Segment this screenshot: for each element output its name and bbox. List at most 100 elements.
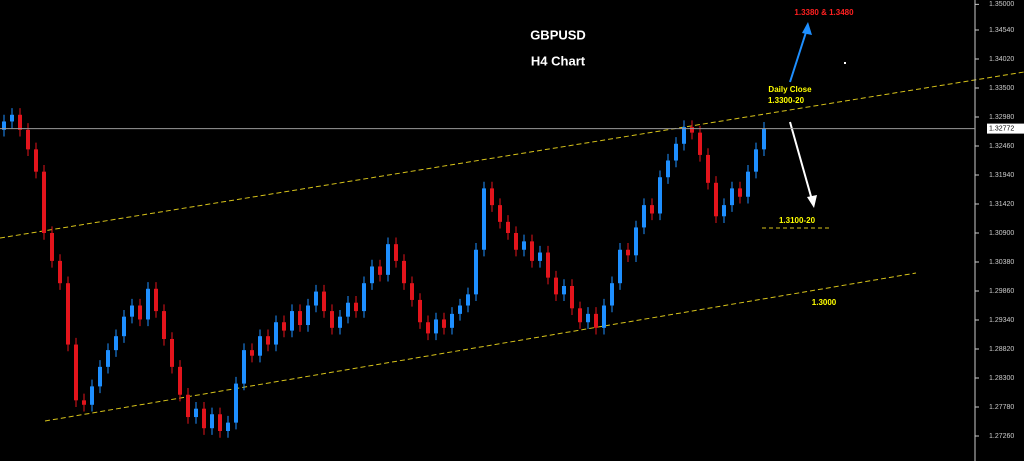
candle-body	[754, 149, 758, 172]
candle-body	[370, 266, 374, 284]
candle-body	[250, 350, 254, 356]
annotation: 1.3300-20	[768, 96, 805, 105]
y-tick-label: 1.29340	[989, 317, 1014, 324]
annotation: 1.3100-20	[779, 216, 816, 225]
candle-body	[122, 316, 126, 337]
chart-subtitle: H4 Chart	[531, 53, 586, 68]
candle-body	[274, 322, 278, 345]
plot-area	[2, 108, 766, 438]
candle-body	[418, 299, 422, 323]
candle-body	[362, 283, 366, 312]
y-tick-label: 1.35000	[989, 1, 1014, 8]
candle-body	[338, 316, 342, 328]
candle-body	[18, 114, 22, 130]
y-tick-label: 1.27260	[989, 433, 1014, 440]
candle-body	[138, 305, 142, 320]
candle-body	[602, 305, 606, 328]
candle-body	[498, 205, 502, 222]
candle-body	[234, 383, 238, 423]
candle-body	[82, 400, 86, 405]
y-tick-label: 1.31420	[989, 201, 1014, 208]
candle-body	[50, 233, 54, 261]
candle-body	[730, 188, 734, 206]
candle-body	[162, 311, 166, 339]
dot	[844, 62, 846, 64]
candle-body	[578, 308, 582, 323]
arrow-head	[802, 22, 812, 35]
candle-body	[346, 302, 350, 317]
candle-body	[2, 121, 6, 130]
candle-body	[610, 283, 614, 306]
candle-body	[58, 260, 62, 284]
candle-body	[666, 160, 670, 178]
candle-body	[554, 277, 558, 295]
candle-body	[674, 143, 678, 161]
y-tick-label: 1.32980	[989, 114, 1014, 121]
candle-body	[130, 305, 134, 317]
candle-body	[434, 319, 438, 334]
candle-body	[658, 177, 662, 214]
y-tick-label: 1.29860	[989, 288, 1014, 295]
candle-body	[386, 244, 390, 275]
y-tick-label: 1.30900	[989, 230, 1014, 237]
candle-body	[90, 386, 94, 405]
candle-body	[378, 266, 382, 275]
candle-body	[290, 311, 294, 331]
chart-title: GBPUSD	[530, 27, 586, 42]
candle-body	[746, 171, 750, 197]
y-tick-label: 1.28300	[989, 375, 1014, 382]
candle-body	[682, 127, 686, 144]
candle-body	[402, 260, 406, 284]
y-tick-label: 1.34020	[989, 56, 1014, 63]
candle-body	[298, 311, 302, 326]
candle-body	[218, 414, 222, 431]
candle-body	[482, 188, 486, 250]
candle-body	[306, 305, 310, 326]
candle-body	[210, 414, 214, 429]
candle-body	[10, 114, 14, 122]
candle-body	[714, 182, 718, 217]
candle-body	[450, 313, 454, 328]
candle-body	[26, 129, 30, 150]
candle-body	[74, 344, 78, 401]
candle-body	[690, 127, 694, 133]
current-price-label: 1.32772	[989, 125, 1014, 132]
candle-body	[474, 249, 478, 295]
candle-body	[322, 291, 326, 312]
candle-body	[202, 408, 206, 429]
candle-body	[330, 311, 334, 328]
candle-body	[170, 338, 174, 367]
annotation: Daily Close	[768, 85, 812, 94]
candle-body	[738, 188, 742, 197]
candle-body	[154, 288, 158, 312]
candle-body	[722, 205, 726, 217]
candle-body	[426, 322, 430, 334]
arrow-up	[789, 25, 809, 83]
candle-body	[650, 205, 654, 214]
candle-body	[242, 350, 246, 384]
candle-body	[514, 233, 518, 250]
annotation: 1.3000	[812, 298, 837, 307]
candle-body	[442, 319, 446, 328]
candle-body	[354, 302, 358, 312]
candle-body	[586, 313, 590, 323]
y-tick-label: 1.30380	[989, 259, 1014, 266]
candle-body	[42, 171, 46, 234]
y-tick-label: 1.27780	[989, 404, 1014, 411]
lower-channel	[44, 272, 917, 422]
candle-body	[626, 249, 630, 256]
upper-channel	[0, 71, 1024, 239]
candle-body	[178, 366, 182, 395]
y-tick-label: 1.31940	[989, 172, 1014, 179]
candle-body	[66, 283, 70, 345]
candle-body	[538, 252, 542, 261]
y-tick-label: 1.33500	[989, 85, 1014, 92]
candle-body	[522, 241, 526, 250]
candle-body	[642, 205, 646, 228]
candle-body	[146, 288, 150, 320]
arrow-head	[807, 195, 817, 208]
candle-body	[186, 394, 190, 418]
candle-body	[106, 350, 110, 367]
